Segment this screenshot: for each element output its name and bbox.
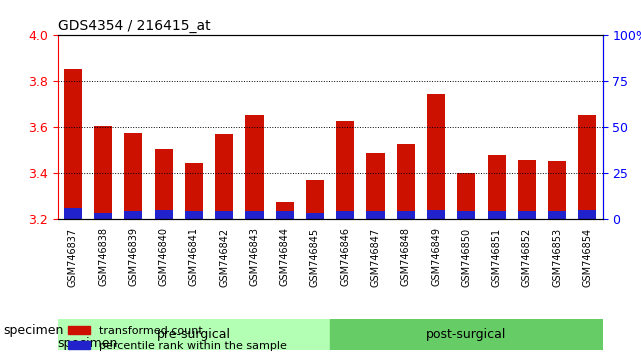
Bar bbox=[94, 126, 112, 219]
Legend: transformed count, percentile rank within the sample: transformed count, percentile rank withi… bbox=[63, 321, 291, 354]
Text: GSM746844: GSM746844 bbox=[279, 227, 290, 286]
Bar bbox=[246, 211, 263, 219]
Bar bbox=[427, 94, 445, 219]
Bar bbox=[336, 121, 354, 219]
Text: specimen: specimen bbox=[58, 337, 118, 350]
Text: GSM746845: GSM746845 bbox=[310, 227, 320, 286]
Bar bbox=[215, 135, 233, 219]
Text: GSM746842: GSM746842 bbox=[219, 227, 229, 286]
Text: GSM746839: GSM746839 bbox=[128, 227, 138, 286]
Text: GSM746840: GSM746840 bbox=[158, 227, 169, 286]
Text: GSM746841: GSM746841 bbox=[189, 227, 199, 286]
Bar bbox=[336, 211, 354, 219]
Bar bbox=[154, 210, 172, 219]
Bar bbox=[548, 161, 566, 219]
Text: GSM746850: GSM746850 bbox=[462, 227, 471, 286]
Text: GSM746846: GSM746846 bbox=[340, 227, 350, 286]
Bar bbox=[397, 211, 415, 219]
Bar bbox=[457, 211, 476, 219]
Text: GSM746843: GSM746843 bbox=[249, 227, 260, 286]
Text: pre-surgical: pre-surgical bbox=[157, 328, 231, 341]
Text: GDS4354 / 216415_at: GDS4354 / 216415_at bbox=[58, 19, 210, 33]
Text: GSM746851: GSM746851 bbox=[492, 227, 502, 286]
Text: specimen: specimen bbox=[3, 325, 63, 337]
Text: GSM746854: GSM746854 bbox=[583, 227, 592, 286]
Bar bbox=[330, 319, 603, 350]
Bar bbox=[58, 319, 330, 350]
Bar bbox=[457, 173, 476, 219]
Bar bbox=[154, 149, 172, 219]
Bar bbox=[518, 211, 536, 219]
Text: GSM746847: GSM746847 bbox=[370, 227, 381, 286]
Bar bbox=[488, 211, 506, 219]
Bar bbox=[306, 181, 324, 219]
Bar bbox=[548, 211, 566, 219]
Bar bbox=[215, 211, 233, 219]
Bar bbox=[518, 160, 536, 219]
Bar bbox=[63, 69, 82, 219]
Text: GSM746849: GSM746849 bbox=[431, 227, 441, 286]
Bar bbox=[124, 133, 142, 219]
Bar bbox=[427, 210, 445, 219]
Bar bbox=[63, 209, 82, 219]
Bar bbox=[124, 211, 142, 219]
Text: post-surgical: post-surgical bbox=[426, 328, 506, 341]
Text: GSM746852: GSM746852 bbox=[522, 227, 532, 287]
Bar bbox=[578, 210, 597, 219]
Bar bbox=[397, 144, 415, 219]
Text: GSM746838: GSM746838 bbox=[98, 227, 108, 286]
Bar bbox=[276, 202, 294, 219]
Bar bbox=[578, 115, 597, 219]
Bar bbox=[94, 213, 112, 219]
Bar bbox=[185, 163, 203, 219]
Bar bbox=[367, 153, 385, 219]
Bar bbox=[488, 155, 506, 219]
Text: GSM746853: GSM746853 bbox=[552, 227, 562, 286]
Bar bbox=[246, 115, 263, 219]
Text: GSM746848: GSM746848 bbox=[401, 227, 411, 286]
Bar bbox=[185, 211, 203, 219]
Bar bbox=[276, 211, 294, 219]
Bar bbox=[367, 211, 385, 219]
Text: GSM746837: GSM746837 bbox=[68, 227, 78, 286]
Bar bbox=[306, 213, 324, 219]
